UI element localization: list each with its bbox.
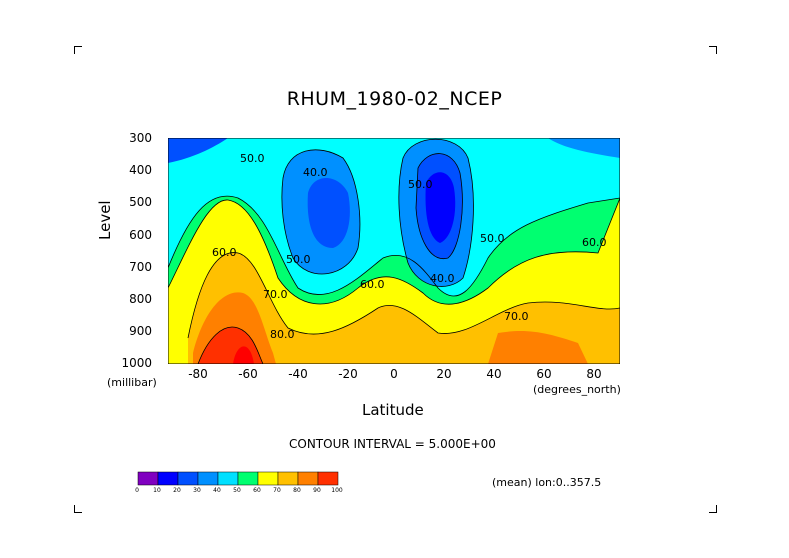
- band-80b: [488, 331, 588, 364]
- crop-mark-bottom-right: [709, 505, 717, 513]
- colorbar-labels: 0 10 20 30 40 50 60 70 80 90 100: [127, 487, 357, 497]
- colorbar-tick-label: 60: [253, 487, 261, 494]
- x-axis-label: Latitude: [362, 401, 424, 419]
- crop-mark-top-left: [74, 46, 82, 54]
- contour-label: 80.0: [270, 328, 295, 341]
- colorbar-tick-label: 80: [293, 487, 301, 494]
- band-30-left: [307, 178, 350, 248]
- contour-interval: CONTOUR INTERVAL = 5.000E+00: [289, 437, 496, 451]
- colorbar-swatches: [137, 471, 339, 486]
- colorbar-tick-label: 50: [233, 487, 241, 494]
- colorbar-swatch: [157, 471, 179, 486]
- crop-mark-top-right: [709, 46, 717, 54]
- x-tick: 40: [486, 367, 502, 381]
- colorbar-swatch: [237, 471, 259, 486]
- colorbar-swatch: [297, 471, 319, 486]
- colorbar-tick-label: 30: [193, 487, 201, 494]
- contour-label: 60.0: [582, 236, 607, 249]
- contour-label: 60.0: [360, 278, 385, 291]
- x-tick: -60: [238, 367, 258, 381]
- contour-label: 50.0: [240, 152, 265, 165]
- contour-label: 70.0: [263, 288, 288, 301]
- band-top-left: [168, 138, 228, 163]
- mean-note: (mean) lon:0..357.5: [492, 476, 602, 489]
- colorbar-swatch: [277, 471, 299, 486]
- x-tick: -80: [188, 367, 208, 381]
- contour-label: 40.0: [430, 272, 455, 285]
- colorbar-swatch: [317, 471, 339, 486]
- contour-label: 40.0: [303, 166, 328, 179]
- y-tick: 600: [129, 228, 152, 242]
- y-axis-units: (millibar): [107, 376, 157, 389]
- colorbar-swatch: [217, 471, 239, 486]
- x-tick: 0: [390, 367, 398, 381]
- band-top-right: [548, 138, 620, 158]
- band-95: [233, 346, 254, 364]
- x-tick: 20: [436, 367, 452, 381]
- y-tick: 900: [129, 324, 152, 338]
- colorbar: [137, 471, 339, 486]
- y-tick: 800: [129, 292, 152, 306]
- colorbar-tick-label: 90: [313, 487, 321, 494]
- y-axis-label: Level: [96, 200, 114, 240]
- colorbar-tick-label: 10: [153, 487, 161, 494]
- contour-label: 50.0: [408, 178, 433, 191]
- x-tick: -40: [288, 367, 308, 381]
- colorbar-tick-label: 20: [173, 487, 181, 494]
- colorbar-tick-label: 100: [331, 487, 343, 494]
- crop-mark-bottom-left: [74, 505, 82, 513]
- band-20-right: [425, 172, 456, 243]
- y-tick: 300: [129, 131, 152, 145]
- colorbar-tick-label: 40: [213, 487, 221, 494]
- contour-label: 50.0: [480, 232, 505, 245]
- contour-plot: 50.0 40.0 60.0 50.0 70.0 60.0 80.0 50.0 …: [168, 138, 620, 364]
- x-tick: 80: [586, 367, 602, 381]
- y-tick: 400: [129, 163, 152, 177]
- y-tick: 1000: [121, 356, 152, 370]
- contour-label: 50.0: [286, 253, 311, 266]
- contour-label: 70.0: [504, 310, 529, 323]
- chart-title: RHUM_1980-02_NCEP: [286, 88, 503, 110]
- colorbar-swatch: [197, 471, 219, 486]
- x-axis-units: (degrees_north): [533, 383, 621, 396]
- y-tick: 500: [129, 195, 152, 209]
- y-tick: 700: [129, 260, 152, 274]
- colorbar-tick-label: 0: [135, 487, 139, 494]
- colorbar-swatch: [137, 471, 159, 486]
- colorbar-swatch: [257, 471, 279, 486]
- colorbar-swatch: [177, 471, 199, 486]
- colorbar-tick-label: 70: [273, 487, 281, 494]
- x-tick: -20: [338, 367, 358, 381]
- x-tick: 60: [536, 367, 552, 381]
- contour-label: 60.0: [212, 246, 237, 259]
